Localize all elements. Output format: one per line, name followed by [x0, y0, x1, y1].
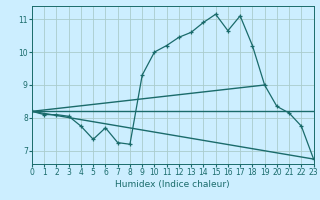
X-axis label: Humidex (Indice chaleur): Humidex (Indice chaleur) [116, 180, 230, 189]
